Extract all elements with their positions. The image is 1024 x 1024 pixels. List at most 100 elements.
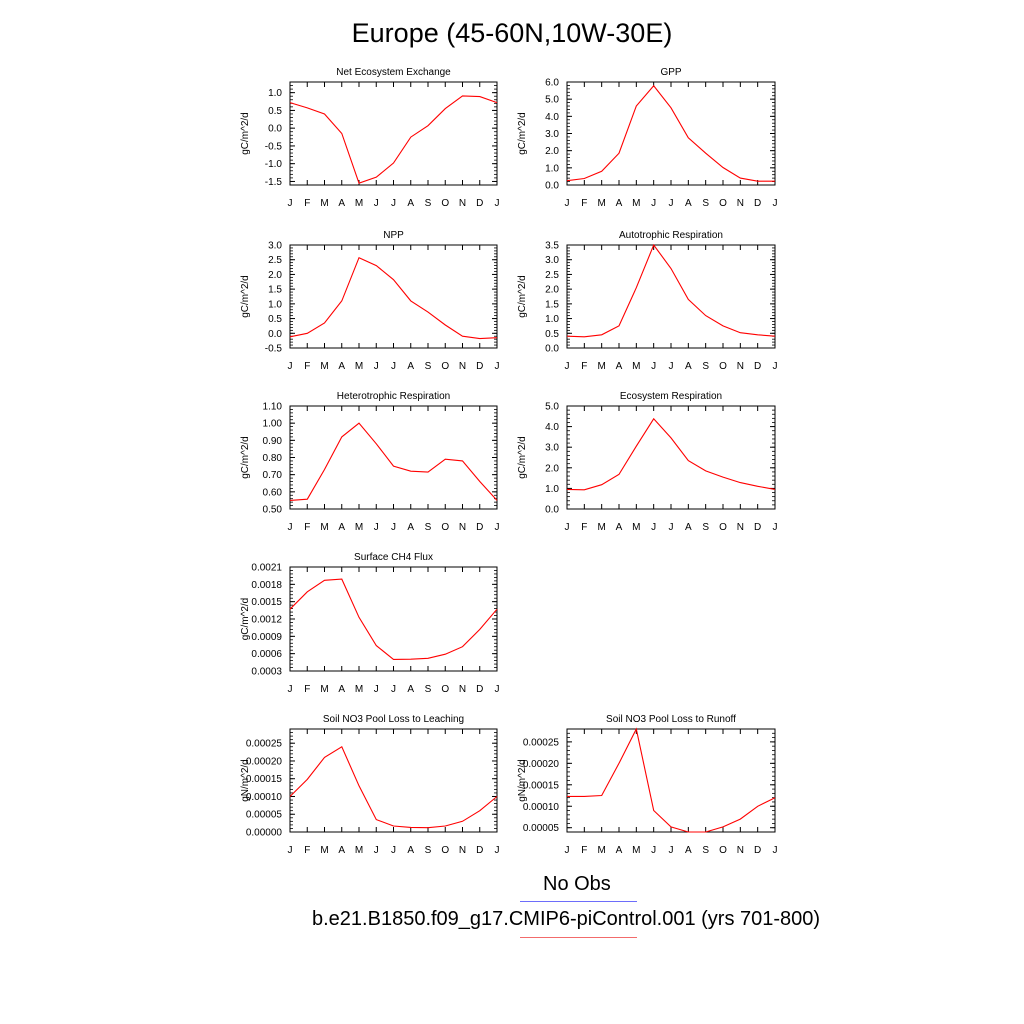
y-axis-label: gC/m^2/d <box>240 275 251 318</box>
y-tick-label: 0.00010 <box>246 792 283 803</box>
x-tick-label: J <box>391 684 396 695</box>
panel-title: Autotrophic Respiration <box>619 230 723 241</box>
x-tick-label: A <box>338 684 345 695</box>
x-tick-label: O <box>441 522 449 533</box>
y-axis-label: gN/m^2/d <box>517 759 528 802</box>
x-tick-label: S <box>702 198 709 209</box>
x-tick-label: A <box>338 845 345 856</box>
y-tick-label: 5.0 <box>545 402 559 413</box>
x-tick-label: D <box>754 522 761 533</box>
y-tick-label: 1.0 <box>545 484 559 495</box>
x-tick-label: M <box>597 845 605 856</box>
y-tick-label: 0.0009 <box>251 632 282 643</box>
y-tick-label: -0.5 <box>265 141 283 152</box>
x-tick-label: J <box>391 198 396 209</box>
y-tick-label: 3.0 <box>268 241 282 252</box>
series-line <box>289 422 498 501</box>
x-tick-label: J <box>288 361 293 372</box>
x-tick-label: J <box>565 845 570 856</box>
x-tick-label: S <box>425 361 432 372</box>
y-tick-label: 0.50 <box>263 505 283 516</box>
y-tick-label: 1.0 <box>545 314 559 325</box>
x-tick-label: J <box>495 198 500 209</box>
panel-title: Surface CH4 Flux <box>354 552 433 563</box>
y-tick-label: 2.5 <box>268 255 282 266</box>
chart-panel-1: Net Ecosystem Exchange gC/m^2/d -1.5 -1.0 -0… <box>240 67 500 209</box>
x-tick-label: O <box>719 845 727 856</box>
y-tick-label: 3.0 <box>545 129 559 140</box>
x-tick-label: J <box>565 522 570 533</box>
x-tick-label: J <box>288 522 293 533</box>
y-tick-label: 0.5 <box>545 329 559 340</box>
y-tick-label: 1.5 <box>545 299 559 310</box>
x-tick-label: M <box>632 198 640 209</box>
y-tick-label: 0.0 <box>268 124 282 135</box>
y-tick-label: 3.0 <box>545 255 559 266</box>
x-tick-label: J <box>651 845 656 856</box>
x-tick-label: A <box>616 361 623 372</box>
x-tick-label: D <box>754 361 761 372</box>
x-tick-label: A <box>338 198 345 209</box>
x-tick-label: D <box>476 845 483 856</box>
x-tick-label: M <box>632 361 640 372</box>
y-tick-label: 5.0 <box>545 95 559 106</box>
y-tick-label: 0.0006 <box>251 649 282 660</box>
figure-title: Europe (45-60N,10W-30E) <box>351 18 673 48</box>
x-tick-label: J <box>669 522 674 533</box>
y-tick-label: 0.00005 <box>523 823 560 834</box>
x-tick-label: O <box>441 845 449 856</box>
y-axis-label: gC/m^2/d <box>517 112 528 155</box>
series-line <box>289 256 498 340</box>
x-tick-label: J <box>495 845 500 856</box>
plot-frame <box>566 405 776 510</box>
x-tick-label: F <box>581 845 587 856</box>
y-tick-label: 0.90 <box>263 436 283 447</box>
y-tick-label: -1.5 <box>265 177 283 188</box>
y-tick-label: 2.0 <box>545 285 559 296</box>
x-tick-label: M <box>355 522 363 533</box>
x-tick-label: N <box>737 522 744 533</box>
x-tick-label: F <box>581 361 587 372</box>
x-tick-label: M <box>320 198 328 209</box>
legend-model-label: b.e21.B1850.f09_g17.CMIP6-piControl.001 … <box>312 908 821 930</box>
x-tick-label: A <box>407 522 414 533</box>
x-tick-label: S <box>702 845 709 856</box>
x-tick-label: J <box>773 845 778 856</box>
y-tick-label: 0.0 <box>545 181 559 192</box>
plot-frame <box>566 81 776 186</box>
x-tick-label: M <box>320 522 328 533</box>
y-tick-label: 0.0012 <box>251 615 282 626</box>
y-tick-label: 0.0003 <box>251 667 282 678</box>
y-axis-label: gC/m^2/d <box>240 436 251 479</box>
y-axis-label: gC/m^2/d <box>240 598 251 641</box>
x-tick-label: F <box>304 845 310 856</box>
x-tick-label: J <box>495 522 500 533</box>
y-tick-label: 0.0 <box>545 505 559 516</box>
x-tick-label: J <box>288 684 293 695</box>
legend-model-line <box>520 937 637 938</box>
plot-frame <box>289 728 498 833</box>
x-tick-label: A <box>616 198 623 209</box>
x-tick-label: J <box>374 198 379 209</box>
x-tick-label: D <box>476 522 483 533</box>
panel-title: NPP <box>383 230 404 241</box>
y-tick-label: 0.70 <box>263 470 283 481</box>
y-tick-label: 0.0 <box>545 344 559 355</box>
y-tick-label: -1.0 <box>265 159 283 170</box>
x-tick-label: M <box>355 198 363 209</box>
series-line <box>289 578 498 660</box>
y-tick-label: -0.5 <box>265 344 283 355</box>
y-tick-label: 3.5 <box>545 241 559 252</box>
x-tick-label: N <box>459 361 466 372</box>
chart-panel-6: Ecosystem Respiration gC/m^2/d 0.0 1.0 2.0 3.… <box>517 391 778 533</box>
y-tick-label: 2.0 <box>268 270 282 281</box>
x-tick-label: J <box>773 198 778 209</box>
x-tick-label: S <box>425 522 432 533</box>
x-tick-label: O <box>441 684 449 695</box>
plot-frame <box>289 81 498 186</box>
x-tick-label: M <box>632 845 640 856</box>
x-tick-label: S <box>425 198 432 209</box>
x-tick-label: J <box>391 522 396 533</box>
x-tick-label: A <box>407 198 414 209</box>
